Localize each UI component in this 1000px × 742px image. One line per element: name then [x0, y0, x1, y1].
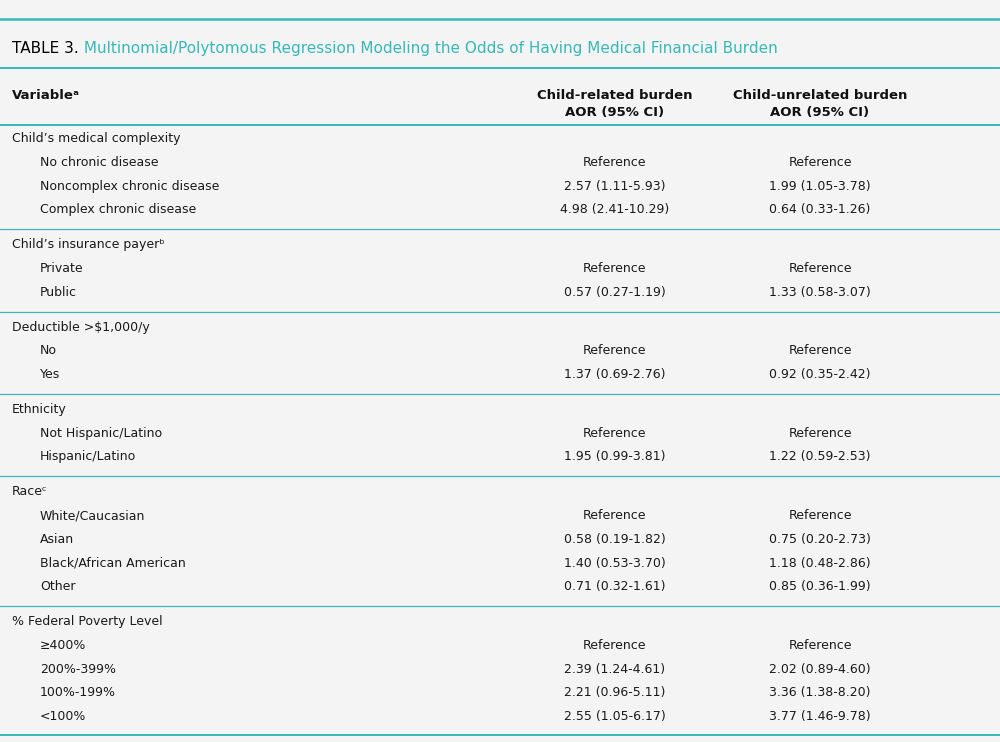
Text: 2.02 (0.89-4.60): 2.02 (0.89-4.60) [769, 663, 871, 676]
Text: No chronic disease: No chronic disease [40, 156, 158, 169]
Text: Ethnicity: Ethnicity [12, 403, 67, 416]
Text: 3.36 (1.38-8.20): 3.36 (1.38-8.20) [769, 686, 871, 700]
Text: ≥400%: ≥400% [40, 639, 86, 652]
Text: 2.57 (1.11-5.93): 2.57 (1.11-5.93) [564, 180, 666, 193]
Text: 2.21 (0.96-5.11): 2.21 (0.96-5.11) [564, 686, 666, 700]
Text: 1.99 (1.05-3.78): 1.99 (1.05-3.78) [769, 180, 871, 193]
Text: Child-related burden
AOR (95% CI): Child-related burden AOR (95% CI) [537, 89, 693, 119]
Text: No: No [40, 344, 57, 358]
Text: White/Caucasian: White/Caucasian [40, 509, 145, 522]
Text: 0.92 (0.35-2.42): 0.92 (0.35-2.42) [769, 368, 871, 381]
Text: 0.64 (0.33-1.26): 0.64 (0.33-1.26) [769, 203, 871, 217]
Text: Child’s insurance payerᵇ: Child’s insurance payerᵇ [12, 238, 165, 252]
Text: 1.95 (0.99-3.81): 1.95 (0.99-3.81) [564, 450, 666, 464]
Text: 0.75 (0.20-2.73): 0.75 (0.20-2.73) [769, 533, 871, 546]
Text: 0.85 (0.36-1.99): 0.85 (0.36-1.99) [769, 580, 871, 594]
Text: 200%-399%: 200%-399% [40, 663, 116, 676]
Text: 4.98 (2.41-10.29): 4.98 (2.41-10.29) [560, 203, 670, 217]
Text: Raceᶜ: Raceᶜ [12, 485, 48, 499]
Text: Reference: Reference [583, 344, 647, 358]
Text: Reference: Reference [583, 262, 647, 275]
Text: Variableᵃ: Variableᵃ [12, 89, 80, 102]
Text: Deductible >$1,000/y: Deductible >$1,000/y [12, 321, 150, 334]
Text: Public: Public [40, 286, 77, 299]
Text: TABLE 3.: TABLE 3. [12, 41, 79, 56]
Text: Multinomial/Polytomous Regression Modeling the Odds of Having Medical Financial : Multinomial/Polytomous Regression Modeli… [79, 41, 778, 56]
Text: Other: Other [40, 580, 76, 594]
Text: Noncomplex chronic disease: Noncomplex chronic disease [40, 180, 219, 193]
Text: Yes: Yes [40, 368, 60, 381]
Text: 3.77 (1.46-9.78): 3.77 (1.46-9.78) [769, 710, 871, 723]
Text: Reference: Reference [788, 427, 852, 440]
Text: % Federal Poverty Level: % Federal Poverty Level [12, 615, 163, 628]
Text: Reference: Reference [583, 427, 647, 440]
Text: Private: Private [40, 262, 84, 275]
Text: Reference: Reference [788, 262, 852, 275]
Text: 100%-199%: 100%-199% [40, 686, 116, 700]
Text: 1.37 (0.69-2.76): 1.37 (0.69-2.76) [564, 368, 666, 381]
Text: Asian: Asian [40, 533, 74, 546]
Text: Reference: Reference [788, 639, 852, 652]
Text: 0.58 (0.19-1.82): 0.58 (0.19-1.82) [564, 533, 666, 546]
Text: 0.71 (0.32-1.61): 0.71 (0.32-1.61) [564, 580, 666, 594]
Text: Black/African American: Black/African American [40, 556, 186, 570]
Text: 1.40 (0.53-3.70): 1.40 (0.53-3.70) [564, 556, 666, 570]
Text: Child’s medical complexity: Child’s medical complexity [12, 132, 180, 145]
Text: Reference: Reference [788, 344, 852, 358]
Text: Reference: Reference [583, 156, 647, 169]
Text: Reference: Reference [788, 156, 852, 169]
Text: 1.18 (0.48-2.86): 1.18 (0.48-2.86) [769, 556, 871, 570]
Text: Child-unrelated burden
AOR (95% CI): Child-unrelated burden AOR (95% CI) [733, 89, 907, 119]
Text: 2.55 (1.05-6.17): 2.55 (1.05-6.17) [564, 710, 666, 723]
Text: 0.57 (0.27-1.19): 0.57 (0.27-1.19) [564, 286, 666, 299]
Text: Reference: Reference [583, 639, 647, 652]
Text: Reference: Reference [788, 509, 852, 522]
Text: Complex chronic disease: Complex chronic disease [40, 203, 196, 217]
Text: <100%: <100% [40, 710, 86, 723]
Text: 1.33 (0.58-3.07): 1.33 (0.58-3.07) [769, 286, 871, 299]
Text: 2.39 (1.24-4.61): 2.39 (1.24-4.61) [564, 663, 666, 676]
Text: 1.22 (0.59-2.53): 1.22 (0.59-2.53) [769, 450, 871, 464]
Text: Hispanic/Latino: Hispanic/Latino [40, 450, 136, 464]
Text: Reference: Reference [583, 509, 647, 522]
Text: Not Hispanic/Latino: Not Hispanic/Latino [40, 427, 162, 440]
